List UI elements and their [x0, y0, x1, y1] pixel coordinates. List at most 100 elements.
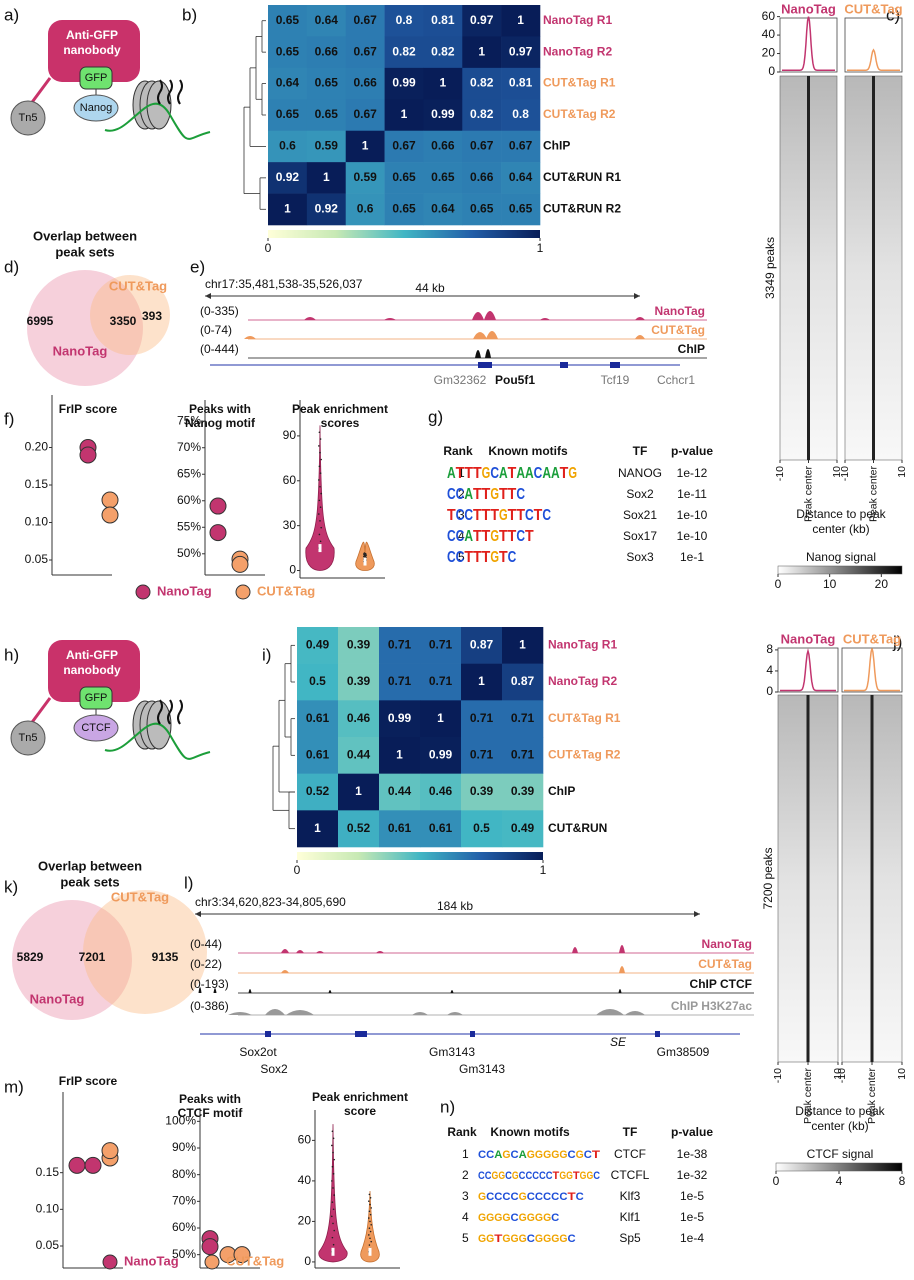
p-value: 1e-4: [680, 1231, 704, 1245]
y-tick-label: 60%: [172, 1220, 196, 1234]
x-tick-label: 10: [832, 1068, 844, 1080]
heat-cell: [268, 193, 308, 226]
row-label: CUT&Tag R1: [543, 76, 616, 90]
x-tick-label: 10: [896, 1068, 908, 1080]
dot: [209, 524, 227, 542]
track-range: (0-44): [190, 937, 222, 951]
motif-letter: T: [464, 465, 473, 482]
heat-cell: [420, 773, 462, 811]
motif-letter: G: [519, 1212, 527, 1224]
cell-value: 0.8: [512, 107, 529, 121]
dot: [201, 1238, 219, 1256]
p-value: 1e-5: [680, 1189, 704, 1203]
cell-value: 0.59: [315, 139, 339, 153]
outlier: [333, 1194, 336, 1196]
outlier: [368, 1210, 371, 1213]
legend-swatch: [135, 584, 151, 600]
exon: [610, 362, 620, 368]
outlier: [370, 1240, 373, 1243]
tf: Sox21: [623, 508, 657, 522]
motif-letter: G: [527, 1149, 535, 1161]
y-tick-label: 60: [283, 473, 297, 487]
cell-value: 0.82: [431, 44, 455, 58]
heat-cell: [384, 193, 424, 226]
heat-cell: [420, 700, 462, 738]
motif-letter: G: [543, 1233, 551, 1245]
track-name: CUT&Tag: [651, 323, 705, 337]
y-tick-label: 0.10: [36, 1202, 60, 1216]
y-tick-label: 90%: [172, 1140, 196, 1154]
outlier: [318, 445, 320, 447]
legend-label: NanoTag: [157, 583, 212, 598]
motif-letter: C: [525, 1170, 532, 1182]
y-tick-label: 50%: [172, 1247, 196, 1261]
legend-label: CUT&Tag: [257, 583, 315, 598]
dna: [104, 102, 211, 140]
heat-cell: [379, 737, 421, 774]
heat-cell: [462, 162, 502, 194]
motif-letter: C: [546, 1170, 553, 1182]
track-signal: [198, 987, 752, 993]
violin: [305, 425, 335, 571]
exon: [470, 1031, 475, 1037]
row-label: ChIP: [543, 139, 570, 153]
gene-label: Cchcr1: [657, 373, 695, 387]
dna: [104, 722, 211, 760]
heat-cell: [461, 627, 503, 664]
motif-letter: G: [551, 1149, 559, 1161]
locus: chr3:34,620,823-34,805,690: [195, 895, 346, 909]
y-tick-label: 50%: [177, 546, 201, 560]
motif-letter: T: [499, 486, 508, 503]
plot-title: score: [344, 1104, 376, 1118]
heat-cell: [338, 700, 380, 738]
x-tick-label: Peak center: [802, 466, 814, 523]
panel-label: k): [4, 877, 18, 896]
rank: 4: [458, 529, 465, 543]
panel-label: c): [886, 5, 900, 24]
dot: [233, 1246, 251, 1264]
cell-value: 0.66: [470, 170, 494, 184]
y-tick-label: 0: [766, 684, 773, 698]
cell-value: 0.71: [429, 674, 453, 688]
motif-letter: G: [527, 1212, 535, 1224]
legend-label: CUT&Tag: [226, 1253, 284, 1268]
scale-label: 184 kb: [437, 899, 473, 913]
cell-value: 0.64: [276, 76, 300, 90]
panel-label: f): [4, 409, 14, 428]
median: [368, 1247, 372, 1256]
cell-value: 0.67: [353, 107, 377, 121]
cell-value: 0.65: [392, 170, 416, 184]
heat-cell: [420, 810, 462, 848]
overlap-count: 7201: [79, 950, 106, 964]
peak-count: 3349 peaks: [763, 237, 777, 299]
x-axis-title: center (kb): [811, 1119, 868, 1133]
motif-letter: G: [551, 1233, 559, 1245]
heat-cell: [297, 627, 339, 664]
motif-letter: T: [508, 486, 517, 503]
outlier: [331, 1201, 334, 1203]
motif-letter: G: [486, 1233, 494, 1245]
y-tick-label: 4: [766, 663, 773, 677]
cell-value: 0.8: [396, 13, 413, 27]
y-tick-label: 70%: [172, 1194, 196, 1208]
set-label: CUT&Tag: [111, 889, 169, 904]
outlier: [332, 1173, 335, 1175]
p-value: 1e-1: [680, 550, 704, 564]
heat-cell: [345, 162, 385, 194]
cell-value: 1: [314, 821, 321, 835]
motif-letter: C: [511, 1149, 519, 1161]
panel-label: n): [440, 1097, 455, 1116]
heat-cell: [502, 627, 544, 664]
x-axis-title: Distance to peak: [795, 1104, 885, 1118]
outlier: [331, 1180, 333, 1182]
table-header: Rank: [443, 444, 473, 458]
violin: [318, 1124, 348, 1263]
motif-letter: C: [567, 1233, 575, 1245]
heat-cell: [306, 193, 347, 226]
cell-value: 1: [396, 748, 403, 762]
cell-value: 0.97: [470, 13, 494, 27]
motif-letter: T: [473, 549, 482, 566]
table-header: p-value: [671, 444, 713, 458]
